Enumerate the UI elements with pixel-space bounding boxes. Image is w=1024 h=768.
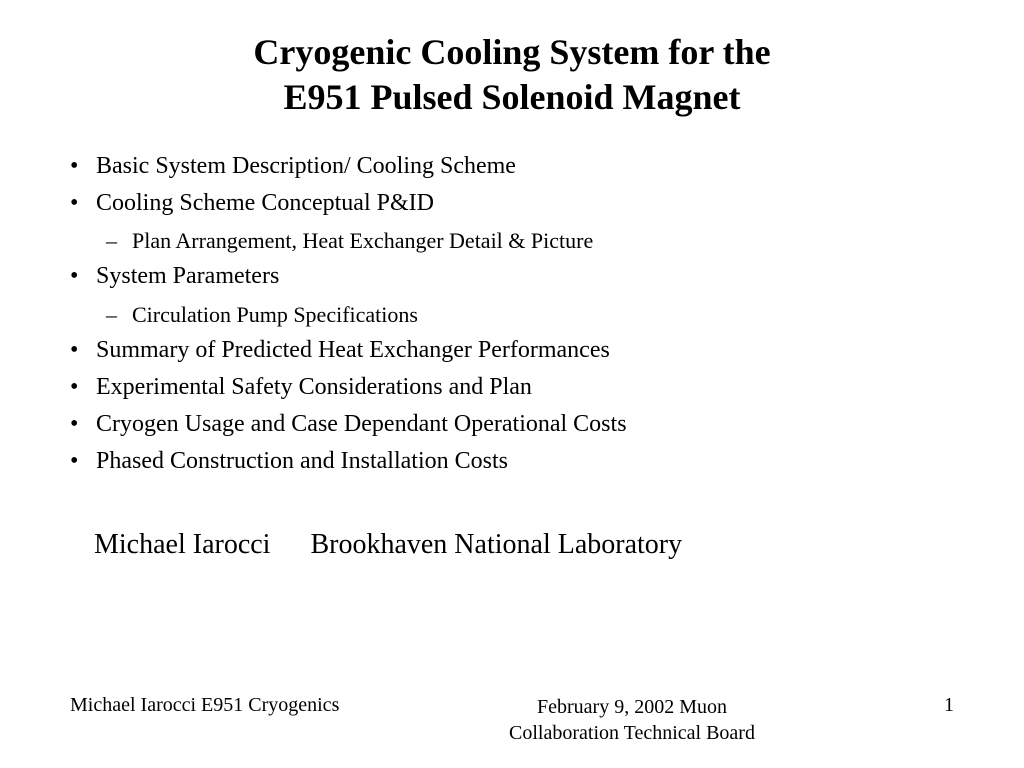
bullet-item: System Parameters Circulation Pump Speci… (60, 258, 964, 331)
sub-bullet-item: Circulation Pump Specifications (96, 298, 964, 332)
footer-left: Michael Iarocci E951 Cryogenics (70, 694, 370, 717)
footer-center-line2: Collaboration Technical Board (509, 722, 755, 744)
bullet-text: Phased Construction and Installation Cos… (96, 448, 508, 474)
title-line-1: Cryogenic Cooling System for the (253, 32, 770, 72)
sub-bullet-item: Plan Arrangement, Heat Exchanger Detail … (96, 224, 964, 258)
footer-page-number: 1 (894, 694, 954, 717)
bullet-item: Basic System Description/ Cooling Scheme (60, 148, 964, 185)
bullet-item: Cryogen Usage and Case Dependant Operati… (60, 406, 964, 443)
footer-center-line1: February 9, 2002 Muon (537, 696, 727, 718)
author-name: Michael Iarocci (94, 529, 270, 560)
bullet-item: Experimental Safety Considerations and P… (60, 369, 964, 406)
author-affiliation: Brookhaven National Laboratory (310, 529, 682, 560)
title-line-2: E951 Pulsed Solenoid Magnet (283, 77, 740, 117)
bullet-list: Basic System Description/ Cooling Scheme… (60, 148, 964, 481)
bullet-item: Summary of Predicted Heat Exchanger Perf… (60, 332, 964, 369)
bullet-text: Experimental Safety Considerations and P… (96, 374, 532, 400)
sub-bullet-text: Plan Arrangement, Heat Exchanger Detail … (132, 228, 593, 253)
bullet-text: Cryogen Usage and Case Dependant Operati… (96, 411, 627, 437)
bullet-text: Basic System Description/ Cooling Scheme (96, 153, 516, 179)
bullet-text: Summary of Predicted Heat Exchanger Perf… (96, 337, 610, 363)
footer-center: February 9, 2002 Muon Collaboration Tech… (370, 694, 894, 746)
author-line: Michael Iarocci Brookhaven National Labor… (60, 529, 964, 561)
slide-title: Cryogenic Cooling System for the E951 Pu… (60, 30, 964, 120)
bullet-item: Phased Construction and Installation Cos… (60, 443, 964, 480)
bullet-text: System Parameters (96, 263, 279, 289)
bullet-item: Cooling Scheme Conceptual P&ID Plan Arra… (60, 185, 964, 258)
bullet-text: Cooling Scheme Conceptual P&ID (96, 190, 434, 216)
sub-bullet-text: Circulation Pump Specifications (132, 302, 418, 327)
slide-footer: Michael Iarocci E951 Cryogenics February… (0, 694, 1024, 746)
